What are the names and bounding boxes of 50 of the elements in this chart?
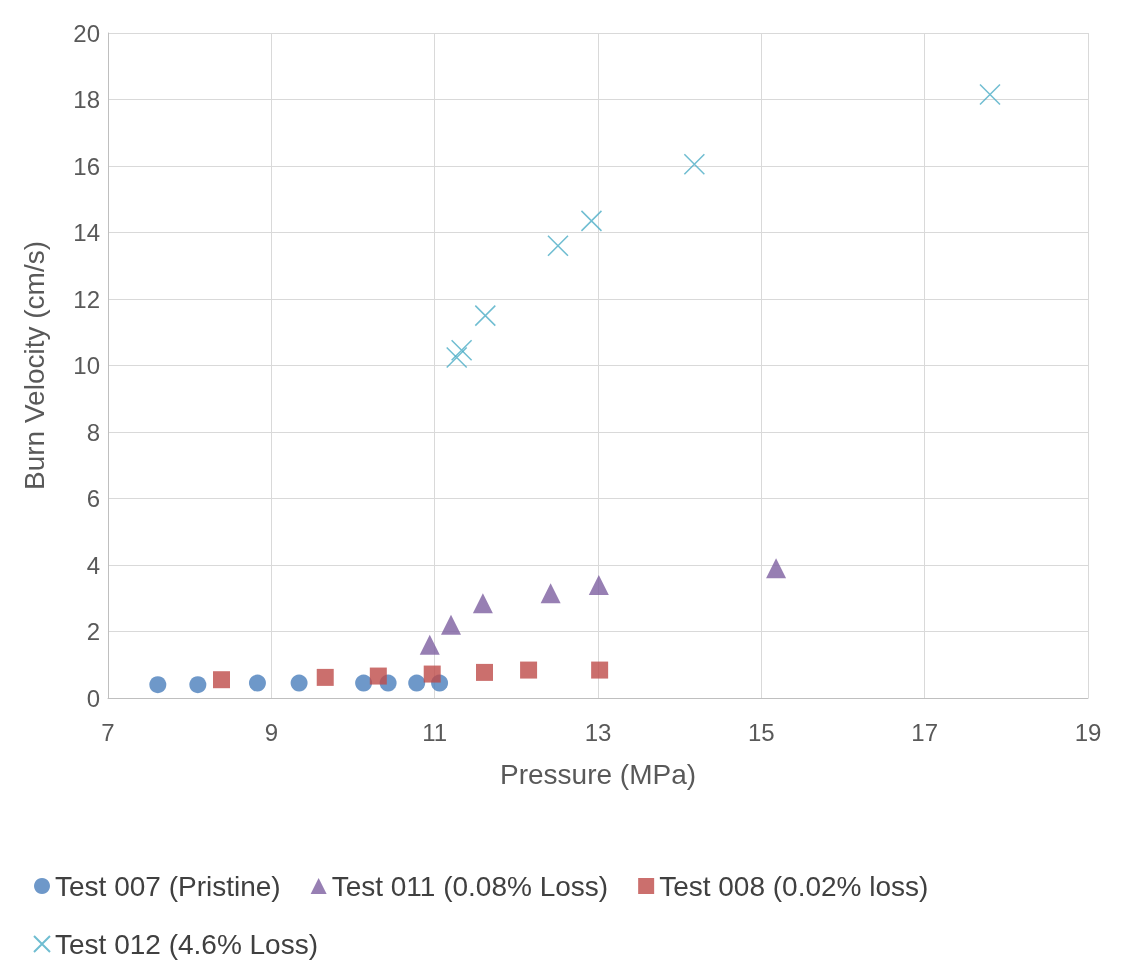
- x-tick-label: 17: [911, 718, 939, 746]
- point: [580, 210, 603, 232]
- point: [540, 583, 561, 604]
- y-tick-label: 12: [73, 285, 100, 313]
- point: [419, 634, 440, 655]
- point: [474, 304, 497, 327]
- point: [248, 674, 266, 692]
- point: [423, 665, 441, 683]
- y-tick-label: 20: [73, 19, 100, 47]
- point: [149, 676, 167, 694]
- point: [766, 558, 787, 579]
- y-tick-label: 8: [86, 418, 100, 446]
- point: [213, 671, 231, 689]
- x-tick-label: 11: [422, 718, 448, 746]
- point: [450, 339, 473, 361]
- point: [683, 153, 706, 176]
- point: [591, 661, 609, 679]
- y-tick-label: 18: [73, 86, 100, 113]
- point: [408, 674, 426, 692]
- legend-label: Test 008 (0.02% loss): [659, 870, 929, 902]
- y-tick-label: 0: [86, 684, 100, 712]
- legend-label: Test 011 (0.08% Loss): [331, 870, 609, 902]
- point: [441, 614, 461, 635]
- point: [547, 235, 569, 257]
- y-tick-label: 4: [86, 551, 100, 579]
- x-tick-label: 19: [1074, 718, 1102, 746]
- point: [316, 668, 334, 686]
- point: [369, 667, 387, 685]
- legend-label: Test 007 (Pristine): [55, 870, 281, 902]
- point: [189, 676, 207, 694]
- x-tick-label: 13: [584, 718, 612, 746]
- y-tick-label: 10: [73, 352, 100, 379]
- y-axis-title: Burn Velocity (cm/s): [18, 241, 50, 490]
- point: [472, 593, 493, 614]
- y-tick-label: 16: [73, 152, 100, 180]
- x-tick-label: 9: [264, 718, 279, 746]
- y-tick-label: 14: [73, 219, 100, 246]
- point: [979, 83, 1001, 106]
- point: [588, 574, 609, 595]
- point: [445, 346, 468, 369]
- point: [520, 661, 538, 679]
- point: [475, 663, 493, 681]
- point: [290, 674, 308, 692]
- y-tick-label: 6: [86, 485, 100, 512]
- legend-label: Test 012 (4.6% Loss): [55, 928, 319, 960]
- point: [355, 674, 373, 692]
- y-tick-label: 2: [86, 618, 100, 645]
- x-tick-label: 15: [747, 718, 775, 746]
- x-axis-title: Pressure (MPa): [499, 758, 697, 790]
- x-tick-label: 7: [101, 718, 115, 746]
